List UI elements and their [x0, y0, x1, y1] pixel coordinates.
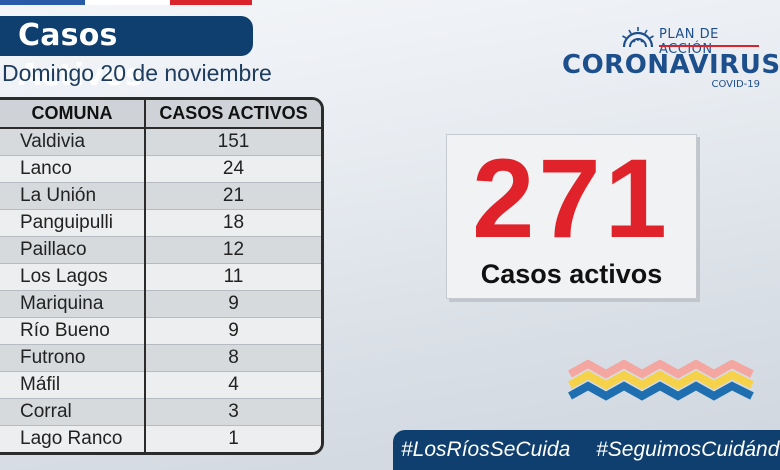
comuna-cell: Lago Ranco	[0, 425, 146, 452]
flag-strip	[0, 0, 252, 5]
table-row: La Unión 21	[0, 182, 321, 210]
comuna-cell: Río Bueno	[0, 317, 146, 345]
comuna-cell: Corral	[0, 398, 146, 426]
coronavirus-logo: PLAN DE ACCIÓN CORONAVIRUS COVID-19	[562, 26, 780, 90]
date-subtitle: Domingo 20 de noviembre	[2, 60, 272, 86]
page-title: Casos Activos	[0, 16, 253, 93]
table-row: Lago Ranco 1	[0, 425, 321, 452]
table-row: Lanco 24	[0, 155, 321, 183]
table-row: Panguipulli 18	[0, 209, 321, 237]
table-row: Futrono 8	[0, 344, 321, 372]
comuna-cell: Valdivia	[0, 128, 146, 156]
comuna-cell: Futrono	[0, 344, 146, 372]
logo-divider	[659, 45, 759, 47]
comuna-cell: Los Lagos	[0, 263, 146, 291]
column-header-comuna: COMUNA	[0, 100, 146, 129]
comuna-cell: Máfil	[0, 371, 146, 399]
casos-cell: 24	[145, 155, 321, 183]
casos-cell: 3	[145, 398, 321, 426]
comuna-cell: Lanco	[0, 155, 146, 183]
table-row: Máfil 4	[0, 371, 321, 399]
casos-cell: 21	[145, 182, 321, 210]
comuna-cell: Mariquina	[0, 290, 146, 318]
comuna-cell: Panguipulli	[0, 209, 146, 237]
total-cases-card: 271 Casos activos	[446, 134, 697, 299]
logo-main-text: CORONAVIRUS	[562, 50, 780, 80]
hashtag-los-rios: #LosRíosSeCuida	[401, 438, 571, 461]
table-row: Río Bueno 9	[0, 317, 321, 345]
casos-cell: 8	[145, 344, 321, 372]
casos-cell: 4	[145, 371, 321, 399]
table-row: Corral 3	[0, 398, 321, 426]
casos-cell: 1	[145, 425, 321, 452]
casos-cell: 11	[145, 263, 321, 291]
regional-waves-logo	[568, 360, 754, 401]
table-row: Los Lagos 11	[0, 263, 321, 291]
casos-cell: 9	[145, 317, 321, 345]
casos-cell: 9	[145, 290, 321, 318]
sun-rays-icon	[622, 27, 654, 48]
cases-table: COMUNA CASOS ACTIVOS Valdivia 151 Lanco …	[0, 97, 324, 455]
comuna-cell: Paillaco	[0, 236, 146, 264]
casos-cell: 12	[145, 236, 321, 264]
comuna-cell: La Unión	[0, 182, 146, 210]
table-row: Valdivia 151	[0, 128, 321, 156]
table-row: Paillaco 12	[0, 236, 321, 264]
logo-sub-text: COVID-19	[711, 79, 760, 90]
hashtag-seguimos: #SeguimosCuidándonos	[596, 438, 780, 461]
table-header-row: COMUNA CASOS ACTIVOS	[0, 100, 321, 129]
column-header-casos: CASOS ACTIVOS	[145, 100, 321, 129]
table-row: Mariquina 9	[0, 290, 321, 318]
flag-stripe-blue	[0, 0, 85, 5]
casos-cell: 18	[145, 209, 321, 237]
casos-cell: 151	[145, 128, 321, 156]
total-cases-value: 271	[472, 136, 671, 261]
flag-stripe-white	[85, 0, 170, 5]
total-cases-label: Casos activos	[480, 259, 663, 289]
hashtag-banner: #LosRíosSeCuida #SeguimosCuidándonos	[393, 430, 780, 470]
flag-stripe-red	[170, 0, 252, 5]
